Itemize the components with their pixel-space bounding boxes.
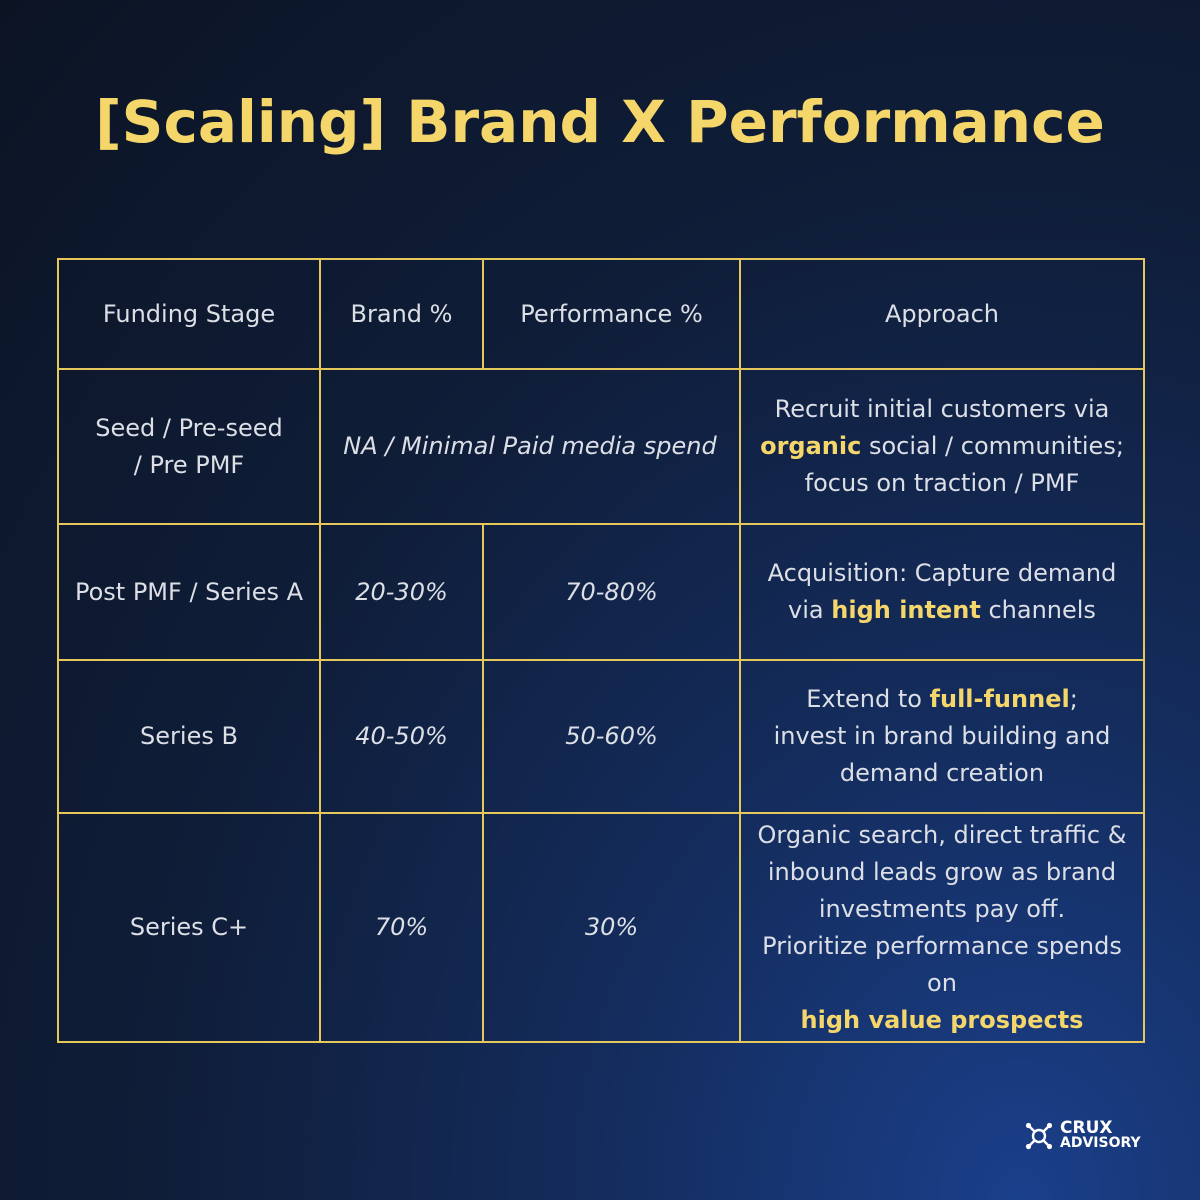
funding-table: Funding Stage Brand % Performance % Appr… [57,258,1145,1043]
approach-line: Recruit initial customers via [774,395,1110,423]
table-row: Series B 40-50% 50-60% Extend to full-fu… [57,659,1145,814]
stage-cell: Seed / Pre-seed / Pre PMF [57,368,321,525]
approach-highlight: full-funnel [929,685,1070,713]
performance-percent-cell: 30% [482,812,741,1043]
approach-text: via [788,596,832,624]
merged-allocation-cell: NA / Minimal Paid media spend [319,368,741,525]
approach-line: invest in brand building and [773,722,1111,750]
stage-line: / Pre PMF [133,450,245,479]
performance-percent-cell: 70-80% [482,523,741,661]
stage-cell: Series B [57,659,321,814]
approach-text: ; [1069,685,1078,713]
header-approach: Approach [739,258,1145,370]
approach-highlight: organic [760,432,862,460]
approach-text: social / communities; [861,432,1124,460]
approach-cell: Acquisition: Capture demand via high int… [739,523,1145,661]
stage-cell: Post PMF / Series A [57,523,321,661]
brand-percent-cell: 20-30% [319,523,484,661]
header-performance-percent: Performance % [482,258,741,370]
crux-advisory-logo: CRUX ADVISORY [1024,1118,1154,1154]
approach-line: Prioritize performance spends on [762,931,1122,997]
logo-wordmark: CRUX ADVISORY [1060,1118,1141,1151]
logo-line-2: ADVISORY [1060,1135,1141,1151]
approach-cell: Extend to full-funnel; invest in brand b… [739,659,1145,814]
header-brand-percent: Brand % [319,258,484,370]
approach-text: Extend to [806,685,930,713]
stage-line: Seed / Pre-seed [95,413,283,442]
approach-cell: Recruit initial customers via organic so… [739,368,1145,525]
logo-line-1: CRUX [1060,1118,1113,1138]
approach-line: demand creation [839,759,1045,787]
header-funding-stage: Funding Stage [57,258,321,370]
table-header-row: Funding Stage Brand % Performance % Appr… [57,258,1145,370]
approach-line: focus on traction / PMF [804,469,1080,497]
table-row: Seed / Pre-seed / Pre PMF NA / Minimal P… [57,368,1145,525]
table-row: Post PMF / Series A 20-30% 70-80% Acquis… [57,523,1145,661]
approach-line: inbound leads grow as brand [767,857,1117,886]
approach-cell: Organic search, direct traffic & inbound… [739,812,1145,1043]
brand-percent-cell: 70% [319,812,484,1043]
approach-line: Acquisition: Capture demand [767,559,1117,587]
stage-cell: Series C+ [57,812,321,1043]
approach-line: investments pay off. [818,894,1066,923]
approach-line: Organic search, direct traffic & [757,820,1127,849]
page-title: [Scaling] Brand X Performance [95,88,1105,156]
performance-percent-cell: 50-60% [482,659,741,814]
approach-highlight: high value prospects [800,1005,1084,1034]
approach-text: channels [980,596,1096,624]
crux-network-icon [1025,1122,1053,1150]
table-row: Series C+ 70% 30% Organic search, direct… [57,812,1145,1043]
brand-percent-cell: 40-50% [319,659,484,814]
approach-highlight: high intent [831,596,981,624]
